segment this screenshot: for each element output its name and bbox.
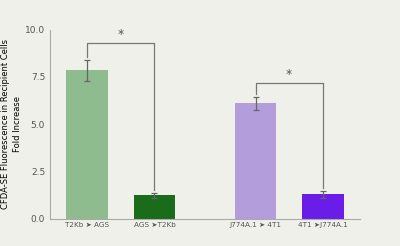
Text: *: * [286,68,292,81]
Text: *: * [118,28,124,41]
Bar [66,70,108,219]
Y-axis label: CFDA-SE Fluorescence in Recipient Cells
Fold Increase: CFDA-SE Fluorescence in Recipient Cells … [2,39,22,209]
Bar [302,194,344,219]
Bar [134,195,175,219]
Bar [235,103,276,219]
